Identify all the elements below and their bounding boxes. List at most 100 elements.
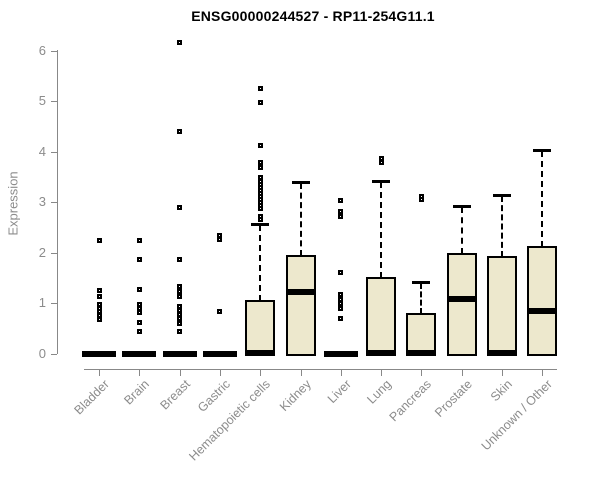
flat-box	[162, 351, 197, 357]
outlier-point	[177, 128, 183, 134]
outlier-point	[257, 217, 263, 223]
y-tick	[51, 252, 57, 254]
outlier-point	[257, 206, 263, 212]
outlier-point	[136, 257, 142, 263]
outlier-point	[217, 232, 223, 238]
x-tick	[139, 370, 141, 376]
x-tick	[542, 370, 544, 376]
outlier-point	[136, 305, 142, 311]
outlier-point	[177, 315, 183, 321]
y-tick	[51, 101, 57, 103]
outlier-point	[96, 316, 102, 322]
outlier-point	[177, 320, 183, 326]
outlier-point	[177, 40, 183, 46]
outlier-point	[378, 155, 384, 161]
median-line	[245, 350, 276, 356]
outlier-point	[136, 310, 142, 316]
outlier-point	[418, 197, 424, 203]
median-line	[406, 350, 437, 356]
chart-title: ENSG00000244527 - RP11-254G11.1	[191, 8, 435, 24]
whisker-cap	[412, 281, 431, 285]
y-tick-label: 4	[38, 143, 46, 159]
y-tick-label: 1	[38, 295, 46, 311]
x-tick	[99, 370, 100, 376]
y-tick	[51, 303, 57, 305]
median-line	[285, 288, 316, 295]
outlier-point	[177, 289, 183, 295]
outlier-point	[338, 305, 344, 311]
outlier-point	[257, 160, 263, 166]
flat-box	[82, 351, 116, 357]
median-line	[446, 295, 477, 302]
box	[487, 255, 517, 356]
median-line	[487, 350, 517, 356]
outlier-point	[378, 160, 384, 166]
x-tick	[300, 370, 302, 376]
y-tick-label: 2	[38, 244, 46, 260]
box	[406, 313, 437, 356]
x-tick	[179, 370, 181, 376]
outlier-point	[177, 204, 183, 210]
x-tick	[461, 370, 463, 376]
y-tick	[51, 151, 57, 153]
outlier-point	[338, 315, 344, 321]
whisker-cap	[251, 223, 270, 227]
whisker	[259, 225, 262, 302]
x-tick	[219, 370, 221, 376]
whisker	[501, 195, 503, 257]
outlier-point	[257, 86, 263, 91]
outlier-point	[257, 165, 263, 171]
outlier-point	[217, 236, 223, 242]
outlier-point	[338, 301, 344, 307]
outlier-point	[338, 270, 344, 276]
whisker	[460, 207, 463, 255]
whisker-cap	[493, 193, 511, 197]
y-tick-label: 6	[38, 42, 46, 58]
outlier-point	[136, 329, 142, 335]
whisker-cap	[372, 179, 391, 183]
outlier-point	[177, 284, 183, 290]
y-tick	[51, 50, 57, 52]
outlier-point	[257, 100, 263, 106]
outlier-point	[136, 287, 142, 293]
whisker	[299, 182, 302, 257]
outlier-point	[136, 237, 142, 243]
outlier-point	[96, 237, 102, 243]
whisker	[420, 283, 423, 315]
box	[366, 277, 397, 356]
box	[527, 245, 558, 356]
whisker-cap	[533, 149, 552, 153]
x-tick	[381, 370, 383, 376]
y-tick-label: 3	[38, 194, 46, 210]
y-axis-line	[57, 50, 58, 355]
outlier-point	[338, 209, 344, 215]
flat-box	[122, 351, 157, 357]
outlier-point	[338, 197, 344, 203]
x-tick	[421, 370, 423, 376]
outlier-point	[96, 309, 102, 315]
outlier-point	[177, 294, 183, 300]
flat-box	[202, 351, 237, 357]
y-tick-label: 5	[38, 93, 46, 109]
whisker-cap	[291, 180, 310, 184]
whisker-cap	[452, 205, 471, 209]
x-axis-line	[84, 369, 557, 370]
x-tick	[260, 370, 262, 376]
median-line	[527, 307, 558, 314]
outlier-point	[257, 175, 263, 180]
box	[245, 300, 276, 356]
whisker	[541, 151, 544, 247]
whisker	[380, 181, 383, 279]
x-tick	[502, 370, 503, 376]
box	[285, 255, 316, 356]
outlier-point	[177, 311, 183, 317]
outlier-point	[96, 293, 102, 299]
box	[446, 253, 477, 356]
outlier-point	[177, 257, 183, 263]
outlier-point	[136, 319, 142, 325]
outlier-point	[338, 292, 344, 298]
y-tick-label: 0	[38, 346, 46, 361]
y-tick	[51, 202, 57, 204]
outlier-point	[217, 308, 223, 314]
y-tick	[51, 354, 57, 355]
